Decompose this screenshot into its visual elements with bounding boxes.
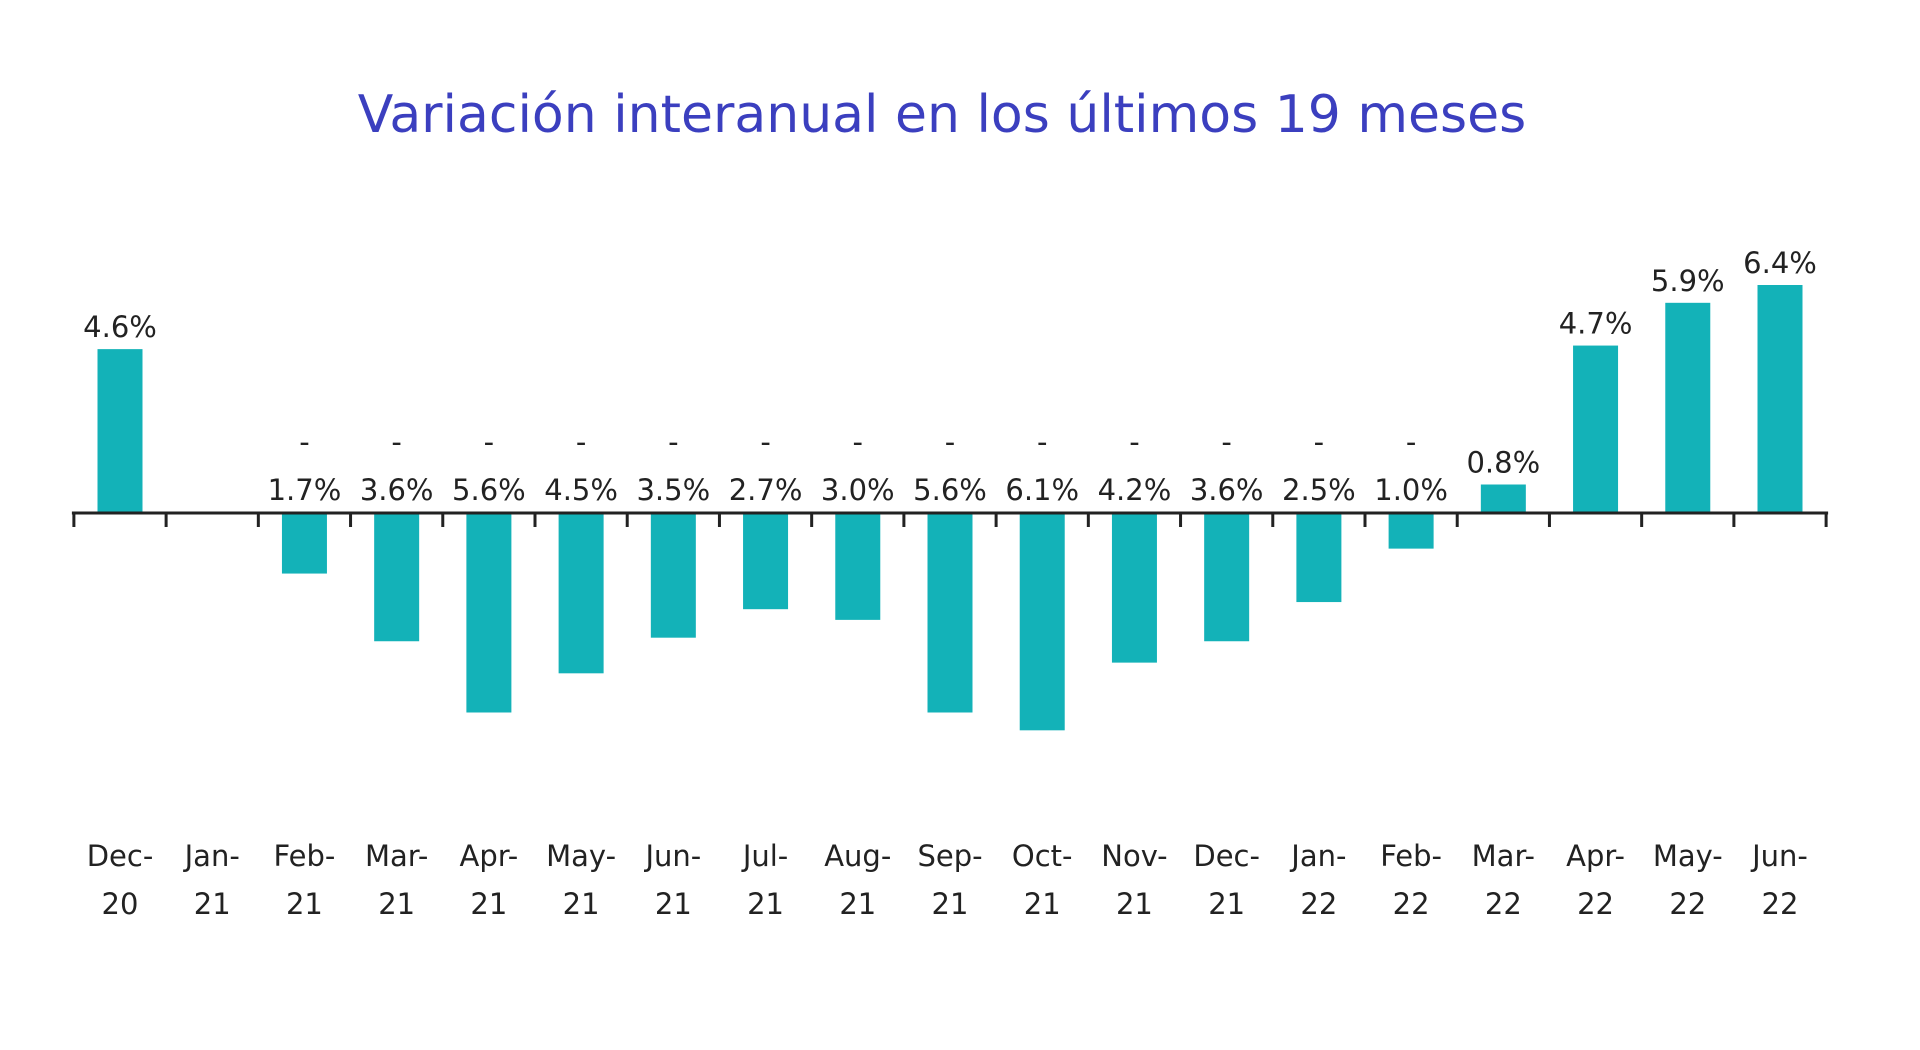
x-tick-label: Feb-21: [274, 839, 336, 921]
x-tick-label: Apr-22: [1566, 839, 1625, 921]
value-label: -1.7%: [268, 425, 342, 507]
value-label: 4.6%: [83, 310, 157, 344]
x-tick-label: Jun-21: [643, 839, 701, 921]
bar: [1757, 285, 1803, 513]
value-label: -2.5%: [1282, 425, 1356, 507]
value-label: -1.0%: [1374, 425, 1448, 507]
value-label: -6.1%: [1005, 425, 1079, 507]
x-tick-label: May-22: [1653, 839, 1723, 921]
value-label: 4.7%: [1559, 307, 1633, 341]
bar: [1480, 484, 1526, 513]
bar: [1019, 513, 1065, 731]
bar: [743, 513, 789, 610]
bar: [1296, 513, 1342, 603]
bar: [927, 513, 973, 713]
x-tick-label: Nov-21: [1101, 839, 1167, 921]
x-tick-label: Dec-20: [87, 839, 154, 921]
bar: [281, 513, 327, 574]
bar: [1665, 302, 1711, 513]
chart-title: Variación interanual en los últimos 19 m…: [358, 85, 1526, 145]
value-label: -3.6%: [1190, 425, 1264, 507]
bar: [835, 513, 881, 620]
bar: [558, 513, 604, 674]
bar: [1388, 513, 1434, 549]
value-label: 0.8%: [1466, 446, 1540, 480]
bar: [650, 513, 696, 638]
x-tick-label: Aug-21: [824, 839, 891, 921]
x-tick-label: Mar-22: [1472, 839, 1535, 921]
bar: [97, 349, 143, 513]
value-label: 5.9%: [1651, 264, 1725, 298]
x-tick-label: Feb-22: [1380, 839, 1442, 921]
value-label: -3.5%: [636, 425, 710, 507]
value-label: -5.6%: [452, 425, 526, 507]
value-label: -4.2%: [1098, 425, 1172, 507]
value-label: -2.7%: [729, 425, 803, 507]
x-tick-label: Mar-21: [365, 839, 428, 921]
x-tick-label: Jan-22: [1289, 839, 1346, 921]
bar: [1111, 513, 1157, 663]
value-label: -5.6%: [913, 425, 987, 507]
value-label: -3.6%: [360, 425, 434, 507]
x-tick-label: Apr-21: [459, 839, 518, 921]
value-label: -3.0%: [821, 425, 895, 507]
bar: [1573, 345, 1619, 513]
value-label: -4.5%: [544, 425, 618, 507]
x-tick-label: Sep-21: [917, 839, 982, 921]
bar: [1204, 513, 1250, 642]
x-tick-label: Jul-21: [741, 839, 788, 921]
bar: [466, 513, 512, 713]
x-tick-label: Jan-21: [183, 839, 240, 921]
value-label: 6.4%: [1743, 246, 1817, 280]
x-tick-label: Jun-22: [1750, 839, 1808, 921]
x-tick-label: Oct-21: [1012, 839, 1073, 921]
x-tick-label: Dec-21: [1193, 839, 1260, 921]
x-tick-label: May-21: [546, 839, 616, 921]
bar: [374, 513, 420, 642]
